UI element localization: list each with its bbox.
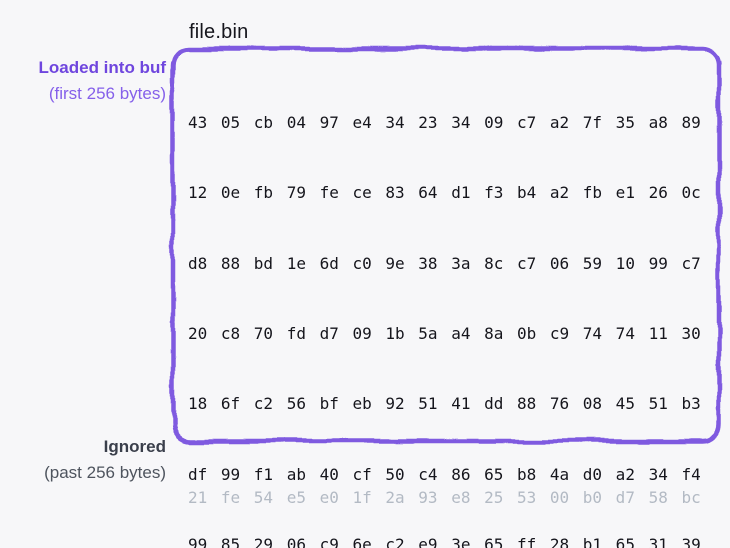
loaded-label-line2: (first 256 bytes) — [48, 84, 166, 103]
loaded-label: Loaded into buf (first 256 bytes) — [0, 55, 166, 107]
hex-row-loaded: d8 88 bd 1e 6d c0 9e 38 3a 8c c7 06 59 1… — [188, 253, 701, 273]
loaded-bytes-block: 43 05 cb 04 97 e4 34 23 34 09 c7 a2 7f 3… — [188, 64, 701, 548]
file-name-title: file.bin — [189, 21, 249, 43]
hex-row-loaded: 12 0e fb 79 fe ce 83 64 d1 f3 b4 a2 fb e… — [188, 183, 701, 203]
loaded-label-line1: Loaded into buf — [38, 58, 166, 77]
ignored-label: Ignored (past 256 bytes) — [0, 434, 166, 486]
hex-row-loaded: 43 05 cb 04 97 e4 34 23 34 09 c7 a2 7f 3… — [188, 112, 701, 132]
ignored-label-line1: Ignored — [103, 437, 166, 456]
hex-row-loaded: 20 c8 70 fd d7 09 1b 5a a4 8a 0b c9 74 7… — [188, 323, 701, 343]
hex-row-ignored: 21 fe 54 e5 e0 1f 2a 93 e8 25 53 00 b0 d… — [188, 487, 701, 507]
ignored-bytes-block: 21 fe 54 e5 e0 1f 2a 93 e8 25 53 00 b0 d… — [188, 439, 701, 548]
hex-row-loaded: 99 85 29 06 c9 6e c2 e9 3e 65 ff 28 b1 6… — [188, 535, 701, 548]
ignored-label-line2: (past 256 bytes) — [44, 463, 166, 482]
hex-row-loaded: df 99 f1 ab 40 cf 50 c4 86 65 b8 4a d0 a… — [188, 464, 701, 484]
hex-row-loaded: 18 6f c2 56 bf eb 92 51 41 dd 88 76 08 4… — [188, 394, 701, 414]
